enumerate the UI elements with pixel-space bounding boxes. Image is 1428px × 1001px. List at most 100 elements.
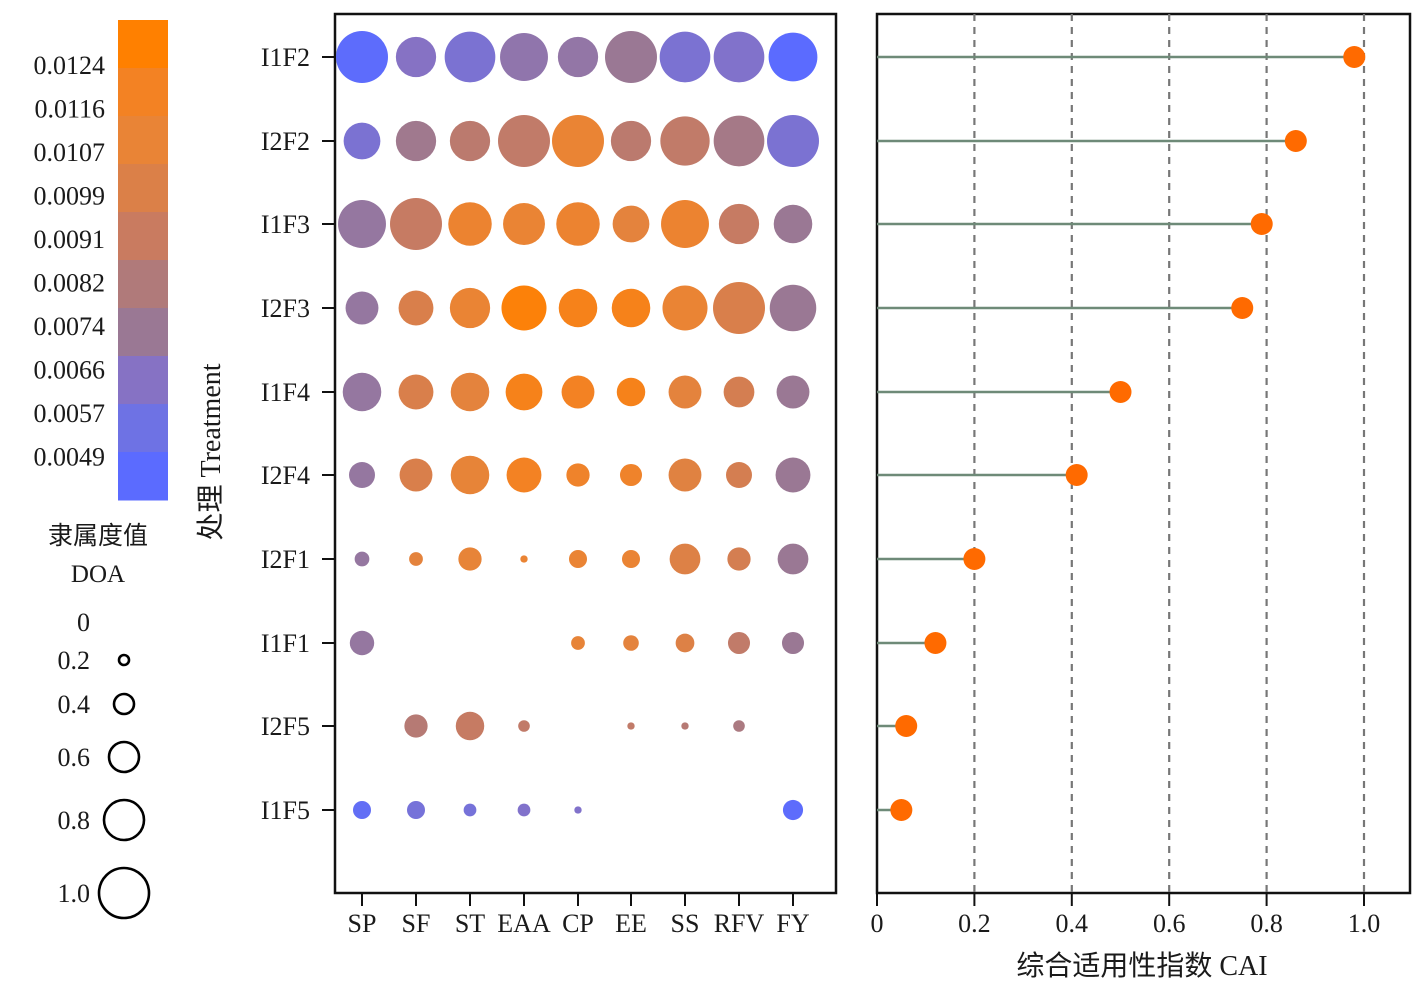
size-legend-title: DOA (71, 561, 125, 588)
x-tick-label: CP (562, 909, 594, 938)
bubble-point (718, 203, 760, 245)
x-tick-label: RFV (714, 909, 765, 938)
bubble-point (500, 33, 548, 81)
bubble-point (345, 291, 379, 325)
lollipop-point (1343, 46, 1366, 68)
lollipop-point (1284, 130, 1307, 152)
size-legend-circle (112, 692, 136, 716)
y-tick-label: I2F5 (261, 712, 310, 741)
bubble-point (726, 462, 752, 488)
colorbar-tick-label: 0.0116 (34, 95, 105, 124)
lollipop-frame (875, 12, 1412, 895)
bubble-point (501, 285, 547, 331)
bubble-point (727, 547, 751, 571)
colorbar-segment (118, 164, 168, 213)
bubble-point (675, 633, 695, 653)
bubble-point (520, 555, 528, 563)
bubble-point (723, 376, 755, 408)
x-tick-label: 0.2 (958, 909, 991, 938)
lollipop-point (1250, 213, 1273, 235)
bubble-point (612, 205, 650, 243)
bubble-point (557, 36, 599, 78)
bubble-point (775, 457, 811, 493)
size-legend-label: 0.8 (58, 806, 91, 835)
y-tick-label: I1F3 (261, 210, 310, 239)
colorbar-tick-label: 0.0049 (34, 443, 106, 472)
bubble-point (660, 116, 710, 166)
y-tick-label: I1F1 (261, 629, 310, 658)
x-tick-label: ST (455, 909, 485, 938)
bubble-point (627, 722, 635, 730)
size-legend-circle (117, 653, 131, 667)
bubble-point (463, 803, 477, 817)
colorbar-segment (118, 452, 168, 501)
bubble-point (458, 547, 482, 571)
bubble-panel: I1F2 I2F2 I1F3 I2F3 I1F4 I2F4 I2F1 I1F1 I2F5 I1F5… (261, 12, 838, 938)
bubble-point (399, 458, 433, 492)
bubble-point (390, 198, 442, 250)
bubble-point (777, 543, 809, 575)
bubble-point (505, 373, 543, 411)
x-tick-label: SF (402, 909, 431, 938)
x-tick-label: EAA (497, 909, 551, 938)
colorbar-segment (118, 68, 168, 117)
colorbar-tick-label: 0.0124 (34, 51, 106, 80)
bubble-point (398, 374, 434, 410)
bubble-point (449, 120, 491, 162)
colorbar-segment (118, 212, 168, 261)
bubble-point (733, 720, 745, 732)
bubble-point (444, 31, 496, 83)
bubble-point (568, 549, 588, 569)
y-tick-label: I2F4 (261, 461, 310, 490)
bubble-point (668, 458, 702, 492)
bubble-point (681, 722, 689, 730)
bubble-point (518, 720, 530, 732)
size-legend-label: 0.6 (58, 743, 91, 772)
bubble-point (767, 115, 819, 167)
colorbar-tick-label: 0.0074 (34, 312, 106, 341)
colorbar-segment (118, 20, 168, 69)
bubble-point (727, 631, 751, 655)
lollipop-point (1109, 381, 1132, 403)
colorbar-segment (118, 116, 168, 165)
bubble-point (776, 375, 810, 409)
bubble-point (566, 463, 590, 487)
bubble-point (773, 204, 813, 244)
lollipop-point (924, 632, 947, 654)
bubble-point (338, 200, 386, 248)
x-tick-label: EE (615, 909, 647, 938)
bubble-point (661, 200, 709, 248)
lollipop-point (1065, 464, 1088, 486)
y-tick-label: I1F2 (261, 43, 310, 72)
bubble-point (713, 115, 765, 167)
bubble-point (611, 288, 651, 328)
bubble-point (398, 290, 434, 326)
colorbar-title: 隶属度值 (48, 522, 148, 550)
y-tick-label: I2F1 (261, 545, 310, 574)
bubble-point (561, 375, 595, 409)
bubble-point (556, 202, 600, 246)
size-legend-circle (102, 798, 146, 842)
size-legend-label: 1.0 (58, 879, 91, 908)
colorbar: 0.0124 0.0116 0.0107 0.0099 0.0091 0.0082 0.00… (34, 20, 168, 501)
bubble-point (349, 630, 375, 656)
x-tick-label: 0 (871, 909, 884, 938)
bubble-point (406, 800, 426, 820)
lollipop-point (1231, 297, 1254, 319)
bubble-point (621, 549, 641, 569)
bubble-point (713, 282, 765, 334)
bubble-point (623, 635, 639, 651)
colorbar-tick-label: 0.0057 (34, 399, 106, 428)
bubble-point (781, 631, 805, 655)
bubble-point (668, 375, 702, 409)
bubble-point (574, 806, 582, 814)
bubble-point (506, 457, 542, 493)
bubble-point (395, 36, 437, 78)
x-tick-label: SP (348, 909, 377, 938)
bubble-point (336, 31, 388, 83)
size-legend-label: 0.4 (58, 690, 91, 719)
lollipop-point (895, 715, 918, 737)
bubble-point (610, 120, 652, 162)
x-tick-label: 1.0 (1348, 909, 1381, 938)
